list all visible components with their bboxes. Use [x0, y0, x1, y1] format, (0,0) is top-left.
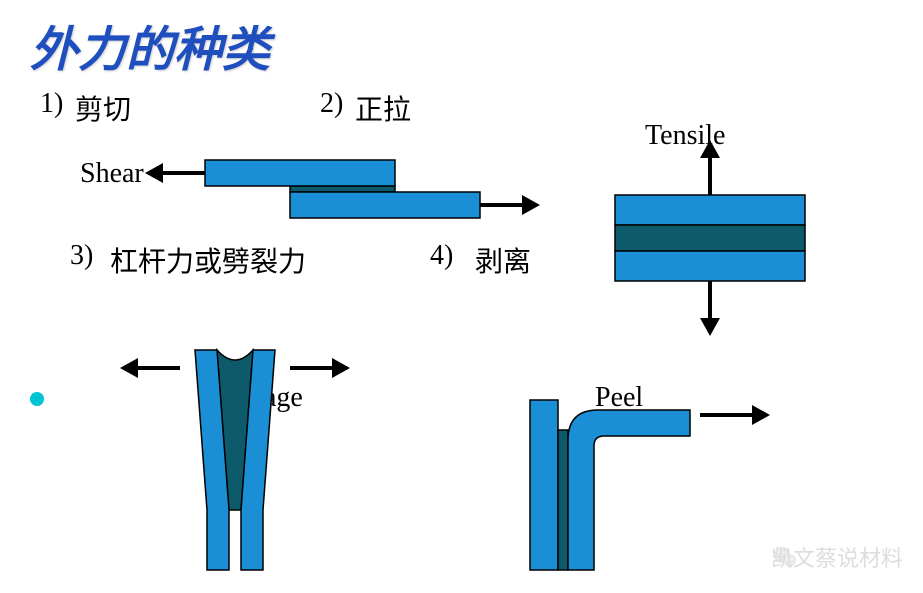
peel-diagram — [0, 0, 923, 593]
wechat-icon — [771, 543, 799, 571]
watermark: 凯文蔡说材料 — [771, 541, 903, 573]
